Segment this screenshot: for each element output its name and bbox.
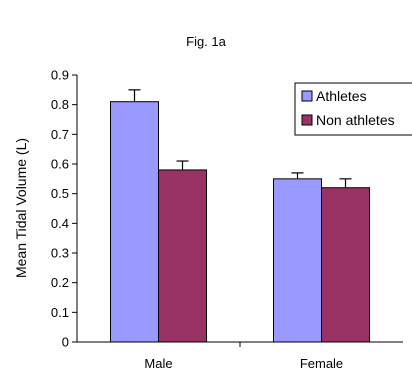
axes-layer: 0 0.1 0.2 0.3 0.4 0.5 0.6 0.7 0.8 0.9 Male Female	[51, 68, 403, 371]
bar	[273, 178, 322, 343]
y-tick-label: 0.5	[51, 186, 69, 201]
y-tick-label: 0	[62, 335, 69, 350]
legend-swatch	[301, 114, 313, 126]
legend-swatch	[301, 90, 313, 102]
legend-box	[294, 82, 412, 136]
chart-title: Fig. 1a	[186, 34, 227, 49]
legend: Athletes Non athletes	[294, 82, 412, 136]
y-axis-label: Mean Tidal Volume (L)	[13, 138, 29, 278]
error-bars-layer	[128, 89, 352, 188]
y-tick-label: 0.7	[51, 127, 69, 142]
y-tick-label: 0.2	[51, 275, 69, 290]
y-tick-label: 0.3	[51, 246, 69, 261]
y-tick-label: 0.6	[51, 157, 69, 172]
bar	[158, 169, 207, 343]
y-tick-label: 0.8	[51, 97, 69, 112]
y-tick-label: 0.1	[51, 305, 69, 320]
bars-layer	[110, 101, 370, 343]
x-tick-label: Male	[144, 356, 172, 371]
y-tick-label: 0.9	[51, 68, 69, 83]
bar	[110, 101, 159, 343]
bar	[321, 187, 370, 343]
legend-label: Non athletes	[316, 112, 395, 128]
x-tick-label: Female	[300, 356, 343, 371]
y-tick-label: 0.4	[51, 216, 69, 231]
legend-label: Athletes	[316, 88, 367, 104]
